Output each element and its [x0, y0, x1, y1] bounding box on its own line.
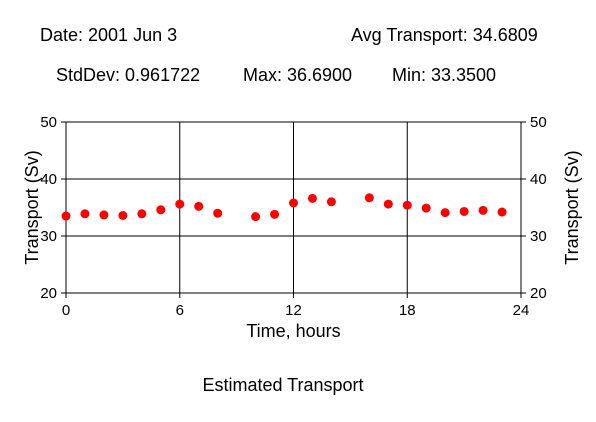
- data-point: [99, 210, 109, 220]
- data-point: [270, 209, 280, 219]
- y-tick-label-right: 20: [530, 285, 547, 302]
- y-axis-title-right: Transport (Sv): [562, 150, 582, 264]
- max-label: Max: 36.6900: [243, 65, 353, 85]
- data-point: [251, 212, 261, 222]
- data-point: [364, 193, 374, 203]
- data-point: [156, 205, 166, 215]
- data-point: [118, 210, 128, 220]
- grid-lines: [66, 122, 521, 293]
- x-tick-label: 6: [176, 302, 184, 319]
- data-points: [61, 193, 507, 222]
- y-tick-label-left: 30: [40, 228, 57, 245]
- data-point: [194, 201, 204, 211]
- stddev-label: StdDev: 0.961722: [56, 65, 201, 85]
- x-tick-label: 0: [62, 302, 70, 319]
- data-point: [402, 200, 412, 210]
- data-point: [497, 207, 507, 217]
- y-tick-label-right: 40: [530, 171, 547, 188]
- y-tick-label-right: 50: [530, 114, 547, 131]
- data-point: [478, 205, 488, 215]
- x-tick-label: 24: [513, 302, 530, 319]
- x-axis-title: Time, hours: [246, 321, 340, 341]
- data-point: [289, 198, 298, 208]
- data-point: [421, 203, 431, 213]
- x-tick-label: 12: [285, 302, 302, 319]
- data-point: [326, 197, 336, 207]
- data-point: [61, 211, 71, 221]
- y-axis-title-left: Transport (Sv): [22, 150, 42, 264]
- x-tick-label: 18: [399, 302, 416, 319]
- data-point: [137, 209, 147, 219]
- data-point: [440, 208, 450, 218]
- data-point: [80, 209, 90, 219]
- y-tick-label-left: 50: [40, 114, 57, 131]
- avg-transport-label: Avg Transport: 34.6809: [351, 25, 538, 45]
- data-point: [213, 208, 223, 218]
- date-label: Date: 2001 Jun 3: [40, 25, 178, 45]
- data-point: [459, 206, 469, 216]
- chart-title: Estimated Transport: [202, 375, 363, 395]
- y-tick-label-left: 40: [40, 171, 57, 188]
- min-label: Min: 33.3500: [392, 65, 497, 85]
- y-tick-label-right: 30: [530, 228, 547, 245]
- data-point: [175, 199, 185, 209]
- y-tick-label-left: 20: [40, 285, 57, 302]
- data-point: [383, 199, 393, 209]
- data-point: [307, 193, 317, 203]
